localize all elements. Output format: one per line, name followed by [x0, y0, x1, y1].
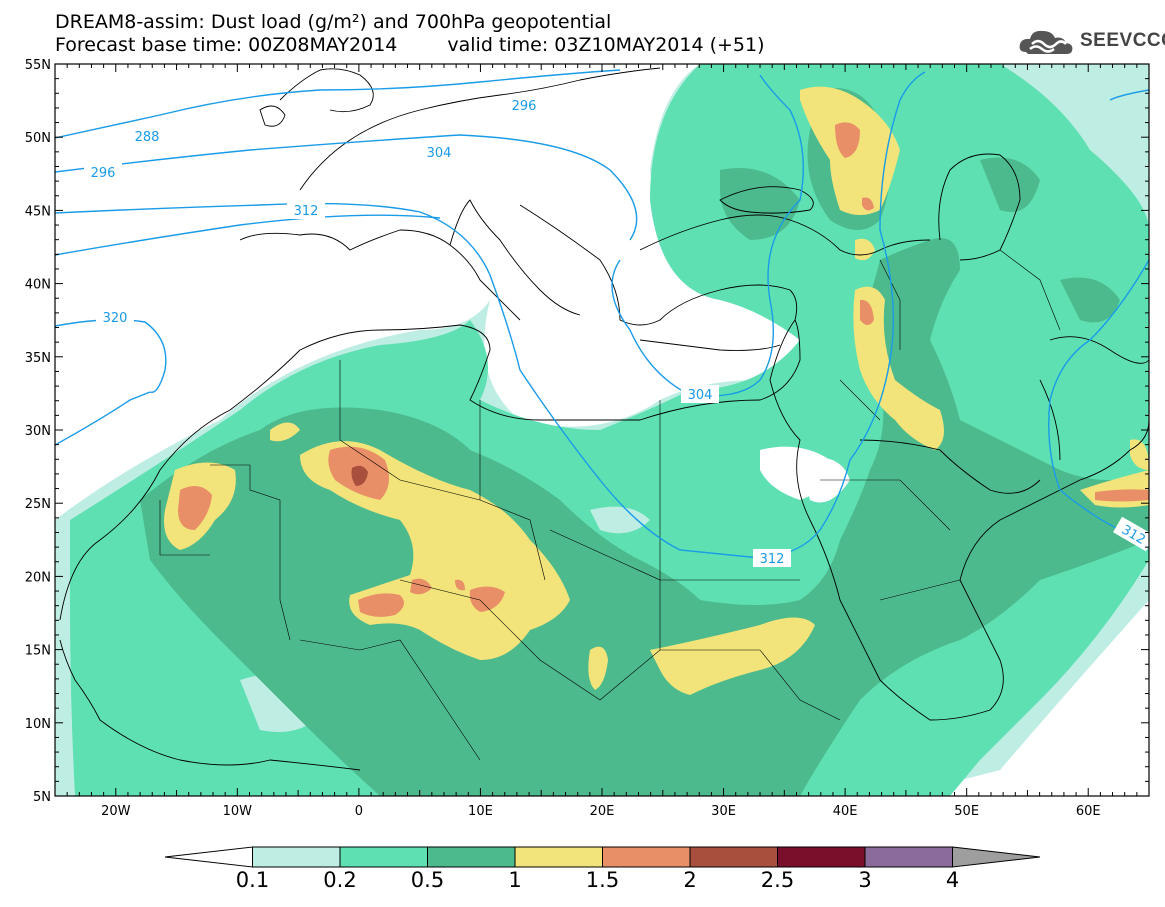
- lat-label: 35N: [25, 351, 51, 366]
- lon-label: 40E: [833, 804, 858, 819]
- contour-label: 304: [688, 388, 713, 403]
- colorbar-swatch: [602, 846, 691, 868]
- colorbar-label: 4: [946, 868, 959, 892]
- dust-field: 288 296 296 304 312 320 304 312 312: [55, 64, 1149, 796]
- colorbar-swatch: [689, 846, 778, 868]
- colorbar-label: 2: [683, 868, 696, 892]
- lat-label: 10N: [25, 717, 51, 732]
- geopotential-contours: [55, 69, 1149, 559]
- lon-label: 10E: [468, 804, 493, 819]
- colorbar-label: 0.5: [411, 868, 444, 892]
- map-axes: 55N 50N 45N 40N 35N 30N 25N 20N 15N 10N 5N 20W 10W 0 1…: [25, 58, 1150, 819]
- lat-label: 20N: [25, 570, 51, 585]
- colorbar-swatch: [252, 846, 341, 868]
- map-title: DREAM8-assim: Dust load (g/m²) and 700hP…: [55, 11, 612, 33]
- lon-label: 60E: [1076, 804, 1101, 819]
- colorbar-swatch: [339, 846, 428, 868]
- contour-label: 296: [91, 166, 116, 181]
- lon-label: 20E: [590, 804, 615, 819]
- contour-label: 296: [512, 99, 537, 114]
- lat-label: 55N: [25, 58, 51, 73]
- colorbar-swatch: [864, 846, 953, 868]
- colorbar-swatch: [514, 846, 603, 868]
- logo-text: SEEVCCC: [1080, 30, 1165, 51]
- lat-label: 5N: [33, 790, 51, 805]
- contour-label: 304: [427, 146, 452, 161]
- lon-label: 0: [355, 804, 363, 819]
- colorbar-label: 1.5: [586, 868, 619, 892]
- colorbar-label: 3: [858, 868, 871, 892]
- seevccc-logo: SEEVCCC: [1018, 24, 1165, 58]
- colorbar-label: 0.1: [236, 868, 269, 892]
- lon-label: 30E: [711, 804, 736, 819]
- colorbar-swatch: [777, 846, 866, 868]
- colorbar-label: 0.2: [323, 868, 356, 892]
- lon-label: 10W: [223, 804, 253, 819]
- colorbar-over-triangle: [952, 846, 1041, 868]
- lat-label: 40N: [25, 278, 51, 293]
- cloud-icon: [1019, 30, 1073, 54]
- colorbar-under-triangle: [164, 846, 253, 868]
- lon-label: 20W: [101, 804, 131, 819]
- valid-time: valid time: 03Z10MAY2014 (+51): [447, 34, 765, 56]
- colorbar-label: 2.5: [761, 868, 794, 892]
- lat-label: 30N: [25, 424, 51, 439]
- colorbar-swatch: [427, 846, 516, 868]
- base-time: Forecast base time: 00Z08MAY2014: [55, 34, 398, 56]
- contour-label: 312: [294, 204, 319, 219]
- contour-label: 312: [760, 552, 785, 567]
- colorbar: 0.1 0.2 0.5 1 1.5 2 2.5 3 4: [164, 846, 1041, 892]
- lon-label: 50E: [954, 804, 979, 819]
- lat-label: 25N: [25, 497, 51, 512]
- lat-label: 50N: [25, 131, 51, 146]
- contour-labels: 288 296 296 304 312 320 304 312 312: [84, 96, 1149, 567]
- lat-label: 45N: [25, 204, 51, 219]
- colorbar-label: 1: [508, 868, 521, 892]
- map-subtitle: Forecast base time: 00Z08MAY2014 valid ti…: [55, 35, 765, 55]
- contour-label: 288: [135, 130, 160, 145]
- dust-level-1-5: [178, 122, 1149, 617]
- country-borders: [159, 249, 1061, 761]
- dust-level-2: [351, 465, 368, 486]
- contour-label: 320: [103, 311, 128, 326]
- lat-label: 15N: [25, 644, 51, 659]
